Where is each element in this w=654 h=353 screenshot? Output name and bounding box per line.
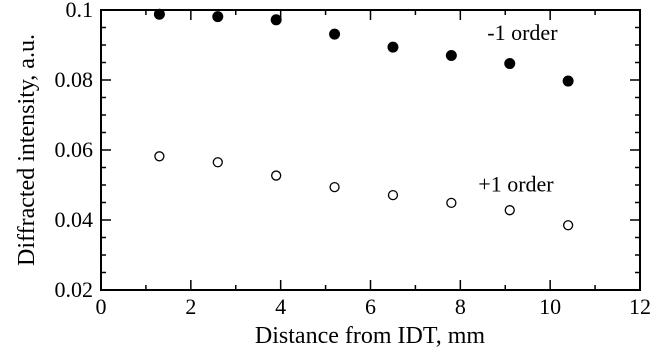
y-tick-label: 0.1: [66, 0, 94, 22]
plus-one-order-point: [446, 197, 457, 209]
minus-one-order-point: [212, 11, 224, 23]
plus-one-order-point: [387, 189, 399, 201]
plus-one-order-point: [212, 157, 223, 168]
plus-one-order-point: [154, 151, 165, 162]
x-tick-label: 10: [539, 294, 561, 319]
x-tick-label: 4: [275, 294, 286, 319]
minus-one-order-point: [387, 41, 399, 53]
minus-one-order-point: [270, 14, 282, 26]
minus-one-order-point: [153, 8, 165, 20]
x-axis-title: Distance from IDT, mm: [255, 323, 485, 349]
minus-one-order-point: [504, 58, 516, 70]
x-tick-label: 6: [365, 294, 376, 319]
y-tick-label: 0.06: [55, 137, 94, 162]
annotations: -1 order +1 order: [478, 20, 558, 197]
x-tick-label: 12: [629, 294, 651, 319]
x-tick-label: 0: [96, 294, 107, 319]
minus-one-order-point: [562, 75, 574, 87]
plus-one-order-point: [329, 181, 340, 193]
series-annotation: +1 order: [478, 171, 554, 196]
axis-ticks: [100, 9, 641, 291]
y-tick-label: 0.04: [55, 207, 94, 232]
series-annotation: -1 order: [487, 20, 558, 45]
minus-one-order-point: [445, 50, 457, 61]
y-axis-title: Diffracted intensity, a.u.: [14, 34, 40, 266]
minus-one-order-point: [329, 28, 341, 40]
axis-tick-labels: 0 2 4 6 8 10 12 0.02 0.04 0.06 0.08 0.1: [55, 0, 652, 319]
y-tick-label: 0.02: [55, 277, 94, 302]
plus-one-order-point: [271, 170, 282, 181]
plot-frame: [100, 9, 641, 291]
data-points: [153, 8, 574, 231]
plus-one-order-point: [504, 205, 515, 216]
y-tick-label: 0.08: [55, 67, 94, 92]
x-tick-label: 2: [185, 294, 196, 319]
x-tick-label: 8: [455, 294, 466, 319]
plus-one-order-point: [562, 220, 574, 231]
